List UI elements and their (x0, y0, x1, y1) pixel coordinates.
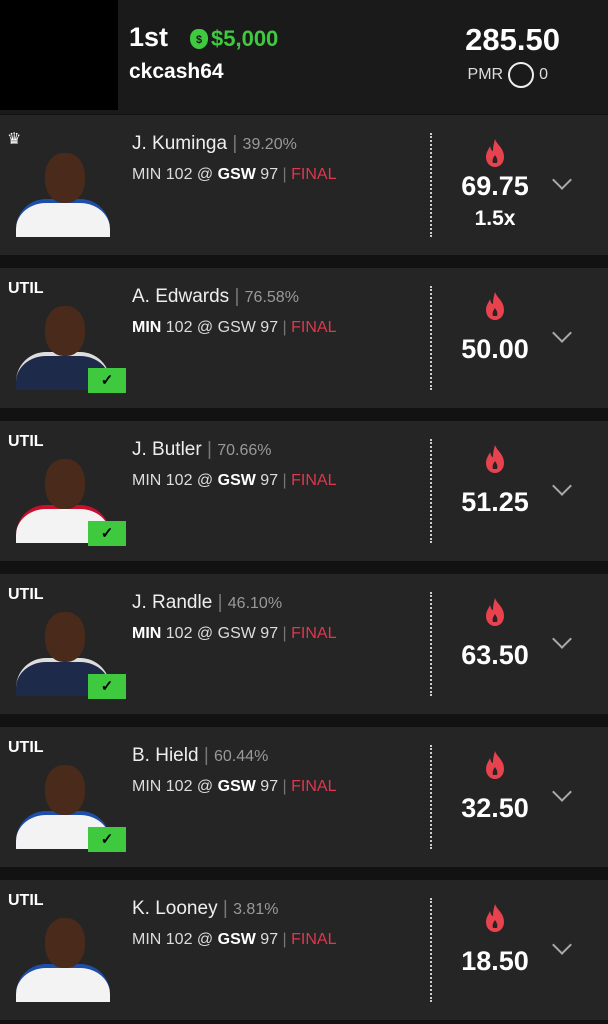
roster-slot: UTIL (8, 586, 44, 603)
game-status: FINAL (291, 931, 337, 948)
pmr-circle-icon (508, 62, 535, 88)
ownership-pct: 70.66% (217, 442, 272, 459)
game-status: FINAL (291, 778, 337, 795)
player-row[interactable]: UTIL ✓ J. Butler | 70.66% MIN 102 @ GSW … (0, 421, 608, 561)
flame-icon (486, 751, 504, 779)
roster-slot: UTIL (8, 433, 44, 450)
roster-slot: UTIL (8, 280, 44, 297)
flame-icon (486, 292, 504, 320)
player-row[interactable]: UTIL ✓ A. Edwards | 76.58% MIN 102 @ GSW… (0, 268, 608, 408)
ownership-pct: 39.20% (242, 136, 297, 153)
divider (430, 592, 432, 696)
check-icon: ✓ (88, 674, 126, 699)
player-row[interactable]: UTIL ✓ J. Randle | 46.10% MIN 102 @ GSW … (0, 574, 608, 714)
fantasy-points: 51.25 (461, 487, 529, 517)
flame-icon (486, 904, 504, 932)
roster-slot: UTIL (8, 892, 44, 909)
ownership-pct: 3.81% (233, 901, 279, 918)
user-avatar[interactable] (0, 0, 118, 110)
money-bag-icon: $ (190, 29, 208, 49)
contest-header: 1st $ $5,000 ckcash64 285.50 PMR 0 (0, 0, 608, 114)
game-info: MIN 102 @ GSW 97 | FINAL (132, 166, 337, 183)
divider (430, 898, 432, 1002)
multiplier: 1.5x (474, 207, 516, 230)
player-row[interactable]: UTIL K. Looney | 3.81% MIN 102 @ GSW 97 … (0, 880, 608, 1020)
game-info: MIN 102 @ GSW 97 | FINAL (132, 472, 337, 489)
ownership-pct: 76.58% (244, 289, 299, 306)
fantasy-points: 50.00 (461, 334, 529, 364)
game-status: FINAL (291, 319, 337, 336)
player-photo (12, 753, 114, 849)
game-status: FINAL (291, 166, 337, 183)
crown-icon: ♛ (7, 131, 22, 148)
player-name[interactable]: K. Looney | 3.81% (132, 898, 279, 919)
fantasy-points: 69.75 (461, 171, 529, 201)
player-row[interactable]: ♛ J. Kuminga | 39.20% MIN 102 @ GSW 97 |… (0, 115, 608, 255)
player-row[interactable]: UTIL ✓ B. Hield | 60.44% MIN 102 @ GSW 9… (0, 727, 608, 867)
total-score: 285.50 (465, 22, 560, 57)
game-info: MIN 102 @ GSW 97 | FINAL (132, 931, 337, 948)
rank: 1st (129, 22, 169, 52)
divider (430, 745, 432, 849)
player-name[interactable]: J. Kuminga | 39.20% (132, 133, 297, 154)
player-name[interactable]: A. Edwards | 76.58% (132, 286, 299, 307)
pmr: PMR 0 (468, 62, 548, 88)
divider (430, 133, 432, 237)
flame-icon (486, 445, 504, 473)
roster-slot: UTIL (8, 739, 44, 756)
player-photo (12, 906, 114, 1002)
prize: $ $5,000 (190, 26, 278, 52)
player-name[interactable]: B. Hield | 60.44% (132, 745, 269, 766)
fantasy-points: 63.50 (461, 640, 529, 670)
player-name[interactable]: J. Randle | 46.10% (132, 592, 283, 613)
ownership-pct: 46.10% (227, 595, 283, 612)
game-info: MIN 102 @ GSW 97 | FINAL (132, 778, 337, 795)
check-icon: ✓ (88, 368, 126, 393)
check-icon: ✓ (88, 827, 126, 852)
flame-icon (486, 598, 504, 626)
check-icon: ✓ (88, 521, 126, 546)
fantasy-points: 32.50 (461, 793, 529, 823)
game-status: FINAL (291, 472, 337, 489)
game-status: FINAL (291, 625, 337, 642)
username: ckcash64 (129, 60, 224, 83)
player-photo (12, 141, 114, 237)
game-info: MIN 102 @ GSW 97 | FINAL (132, 625, 337, 642)
game-info: MIN 102 @ GSW 97 | FINAL (132, 319, 337, 336)
divider (430, 439, 432, 543)
ownership-pct: 60.44% (214, 748, 269, 765)
fantasy-points: 18.50 (461, 946, 529, 976)
player-name[interactable]: J. Butler | 70.66% (132, 439, 272, 460)
flame-icon (486, 139, 504, 167)
divider (430, 286, 432, 390)
